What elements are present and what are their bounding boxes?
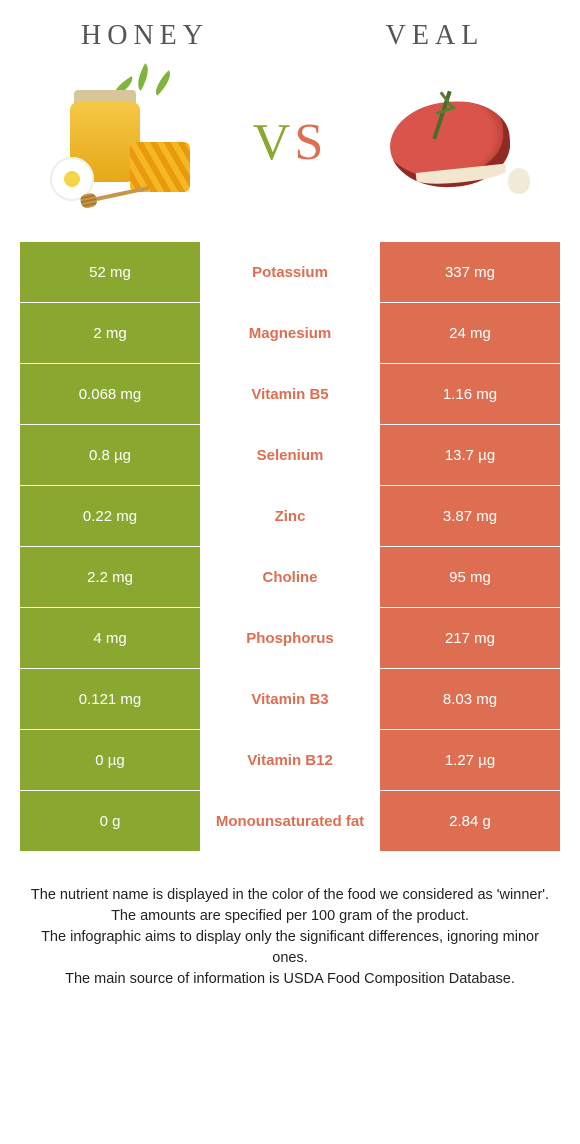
veal-value: 1.27 µg (380, 730, 560, 790)
title-veal: VEAL (290, 20, 580, 52)
nutrient-label: Monounsaturated fat (200, 791, 380, 851)
nutrient-label: Vitamin B5 (200, 364, 380, 424)
honey-value: 0 g (20, 791, 200, 851)
veal-value: 1.16 mg (380, 364, 560, 424)
footer-line: The main source of information is USDA F… (30, 969, 550, 990)
honey-value: 2 mg (20, 303, 200, 363)
nutrient-label: Zinc (200, 486, 380, 546)
table-row: 0 gMonounsaturated fat2.84 g (20, 791, 560, 851)
nutrient-label: Magnesium (200, 303, 380, 363)
nutrient-label: Potassium (200, 242, 380, 302)
honey-value: 0.121 mg (20, 669, 200, 729)
veal-value: 13.7 µg (380, 425, 560, 485)
veal-value: 217 mg (380, 608, 560, 668)
nutrient-label: Choline (200, 547, 380, 607)
nutrient-label: Phosphorus (200, 608, 380, 668)
honey-value: 2.2 mg (20, 547, 200, 607)
honey-value: 0 µg (20, 730, 200, 790)
nutrient-label: Vitamin B12 (200, 730, 380, 790)
table-row: 0.8 µgSelenium13.7 µg (20, 425, 560, 485)
honey-value: 0.22 mg (20, 486, 200, 546)
veal-value: 337 mg (380, 242, 560, 302)
table-row: 0.22 mgZinc3.87 mg (20, 486, 560, 546)
comparison-table: 52 mgPotassium337 mg2 mgMagnesium24 mg0.… (20, 242, 560, 851)
footer-line: The nutrient name is displayed in the co… (30, 885, 550, 906)
header: HONEY VEAL (0, 0, 580, 62)
table-row: 2.2 mgCholine95 mg (20, 547, 560, 607)
veal-image (370, 72, 540, 212)
table-row: 52 mgPotassium337 mg (20, 242, 560, 302)
table-row: 0.068 mgVitamin B51.16 mg (20, 364, 560, 424)
honey-value: 52 mg (20, 242, 200, 302)
veal-value: 2.84 g (380, 791, 560, 851)
veal-value: 3.87 mg (380, 486, 560, 546)
footer-line: The amounts are specified per 100 gram o… (30, 906, 550, 927)
vs-s: S (294, 114, 327, 171)
table-row: 0 µgVitamin B121.27 µg (20, 730, 560, 790)
title-honey: HONEY (0, 20, 290, 52)
honey-value: 0.068 mg (20, 364, 200, 424)
footer-line: The infographic aims to display only the… (30, 927, 550, 969)
honey-image (40, 72, 210, 212)
footer-notes: The nutrient name is displayed in the co… (30, 885, 550, 990)
honey-value: 0.8 µg (20, 425, 200, 485)
nutrient-label: Vitamin B3 (200, 669, 380, 729)
table-row: 0.121 mgVitamin B38.03 mg (20, 669, 560, 729)
images-row: VS (0, 62, 580, 242)
vs-label: VS (253, 113, 327, 172)
nutrient-label: Selenium (200, 425, 380, 485)
table-row: 4 mgPhosphorus217 mg (20, 608, 560, 668)
veal-value: 95 mg (380, 547, 560, 607)
table-row: 2 mgMagnesium24 mg (20, 303, 560, 363)
vs-v: V (253, 114, 295, 171)
honey-value: 4 mg (20, 608, 200, 668)
veal-value: 24 mg (380, 303, 560, 363)
veal-value: 8.03 mg (380, 669, 560, 729)
